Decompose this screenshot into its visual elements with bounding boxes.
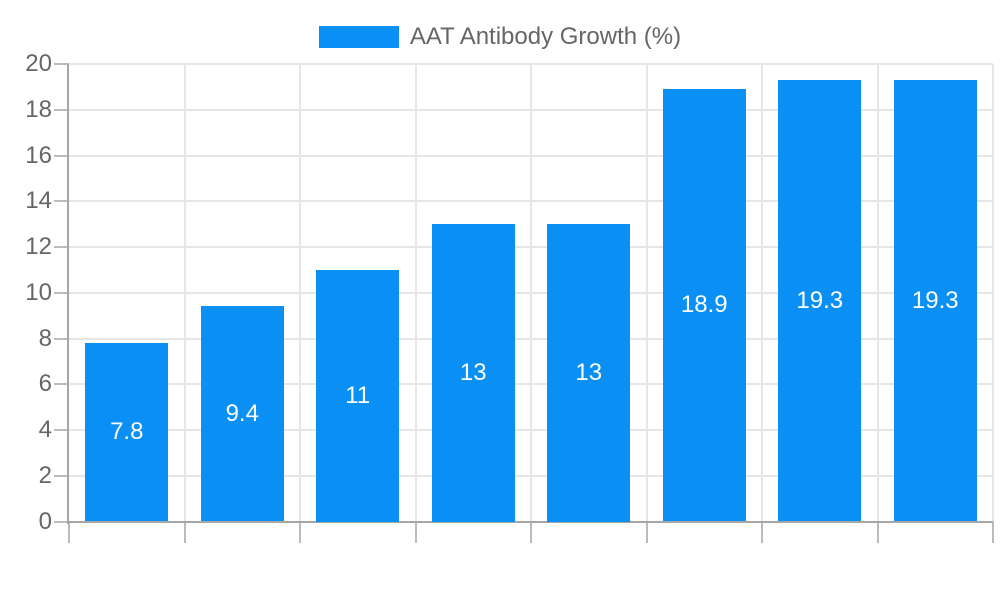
- bar-value-label: 19.3: [796, 286, 844, 314]
- gridline-vertical: [876, 64, 879, 522]
- bar-2029-2030[interactable]: 13: [547, 224, 631, 522]
- y-axis-tick: [54, 474, 69, 477]
- x-axis-tick: [299, 521, 301, 543]
- gridline-vertical: [299, 64, 301, 522]
- y-axis-tick: [54, 383, 69, 386]
- legend-swatch-icon: [318, 26, 399, 48]
- x-axis-tick: [992, 521, 994, 543]
- bar-2026-2027[interactable]: 9.4: [200, 306, 284, 522]
- bar-2032-2033[interactable]: 19.3: [893, 80, 977, 522]
- x-axis-tick: [183, 521, 186, 543]
- bar-value-label: 18.9: [680, 291, 728, 319]
- y-tick-label: 4: [38, 416, 52, 443]
- y-tick-label: 18: [25, 95, 52, 123]
- bar-2031-2032[interactable]: 19.3: [778, 80, 862, 522]
- x-axis-tick: [761, 521, 763, 543]
- x-axis-tick: [876, 521, 879, 543]
- x-axis-line: [69, 520, 993, 523]
- x-axis-tick: [414, 521, 417, 543]
- bar-value-label: 13: [459, 358, 487, 386]
- legend: AAT Antibody Growth (%): [0, 23, 1000, 51]
- y-tick-label: 0: [38, 507, 52, 535]
- bar-2025-2026[interactable]: 7.8: [85, 343, 169, 522]
- gridline-vertical: [183, 64, 186, 522]
- y-axis-tick: [54, 200, 69, 203]
- gridline-vertical: [530, 64, 532, 522]
- legend-label: AAT Antibody Growth (%): [409, 23, 682, 50]
- gridline-vertical: [761, 64, 763, 522]
- bar-value-label: 13: [575, 358, 603, 386]
- y-axis-line: [67, 64, 69, 524]
- legend-item[interactable]: AAT Antibody Growth (%): [318, 23, 682, 51]
- y-tick-label: 14: [25, 187, 52, 215]
- bar-value-label: 11: [345, 381, 371, 409]
- y-tick-label: 10: [25, 278, 52, 306]
- y-tick-label: 6: [38, 370, 52, 398]
- bar-value-label: 19.3: [911, 286, 959, 314]
- y-tick-label: 2: [38, 461, 52, 489]
- x-axis-tick: [530, 521, 532, 543]
- y-axis-tick: [54, 246, 69, 248]
- bar-2027-2028[interactable]: 11: [316, 269, 400, 522]
- y-tick-label: 20: [25, 50, 52, 77]
- bar-2030-2031[interactable]: 18.9: [662, 89, 746, 522]
- y-axis-tick: [54, 63, 69, 65]
- bar-value-label: 7.8: [110, 418, 144, 446]
- bar-2028-2029[interactable]: 13: [431, 224, 515, 522]
- gridline-vertical: [414, 64, 417, 522]
- gridline-vertical: [645, 64, 648, 522]
- y-tick-label: 8: [38, 324, 52, 352]
- y-axis-tick: [54, 291, 69, 294]
- y-tick-label: 16: [25, 141, 52, 169]
- y-axis-tick: [54, 108, 69, 111]
- y-tick-label: 12: [25, 233, 52, 260]
- x-axis-tick: [68, 521, 70, 543]
- y-axis-tick: [54, 429, 69, 431]
- gridline-vertical: [992, 64, 994, 522]
- bar-value-label: 9.4: [225, 399, 259, 427]
- x-axis-tick: [645, 521, 648, 543]
- y-axis-tick: [54, 154, 69, 157]
- y-axis-tick: [54, 337, 69, 340]
- y-axis-tick: [54, 520, 69, 523]
